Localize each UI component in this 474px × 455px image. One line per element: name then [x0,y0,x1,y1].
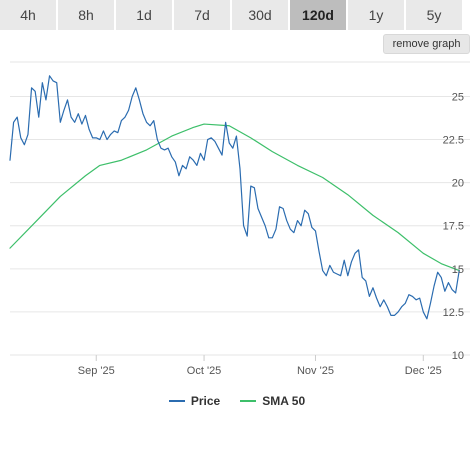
tab-1y[interactable]: 1y [348,0,404,30]
legend-sma50-label: SMA 50 [262,394,306,408]
x-tick-label: Sep '25 [78,365,115,377]
x-tick-label: Nov '25 [297,365,334,377]
chart-grid [10,61,470,356]
chart-series [9,75,460,320]
chart-legend: Price SMA 50 [0,389,474,413]
price-series-line [9,75,460,320]
x-tick-label: Oct '25 [187,365,222,377]
y-tick-label: 15 [452,264,464,276]
tab-120d[interactable]: 120d [290,0,346,30]
y-tick-label: 20 [452,178,464,190]
legend-sma50-swatch [240,400,257,402]
y-tick-label: 25 [452,91,464,103]
y-tick-label: 10 [452,350,464,362]
legend-price-swatch [168,400,185,402]
sma50-series-line [9,123,460,272]
tab-1d[interactable]: 1d [116,0,172,30]
tab-8h[interactable]: 8h [58,0,114,30]
tab-7d[interactable]: 7d [174,0,230,30]
legend-price-label: Price [190,394,221,408]
remove-graph-button[interactable]: remove graph [383,34,470,54]
range-tabs: 4h 8h 1d 7d 30d 120d 1y 5y [0,0,474,30]
legend-price[interactable]: Price [168,394,221,408]
y-tick-label: 12.5 [443,307,464,319]
x-axis-labels: Sep '25 Oct '25 Nov '25 Dec '25 [78,365,442,377]
tab-30d[interactable]: 30d [232,0,288,30]
y-axis-labels: 10 12.5 15 17.5 20 22.5 25 [443,91,464,362]
x-tick-marks [95,355,424,361]
y-tick-label: 17.5 [443,221,464,233]
x-tick-label: Dec '25 [405,365,442,377]
y-tick-label: 22.5 [443,135,464,147]
legend-sma50[interactable]: SMA 50 [240,394,305,408]
tab-4h[interactable]: 4h [0,0,56,30]
tab-5y[interactable]: 5y [406,0,462,30]
